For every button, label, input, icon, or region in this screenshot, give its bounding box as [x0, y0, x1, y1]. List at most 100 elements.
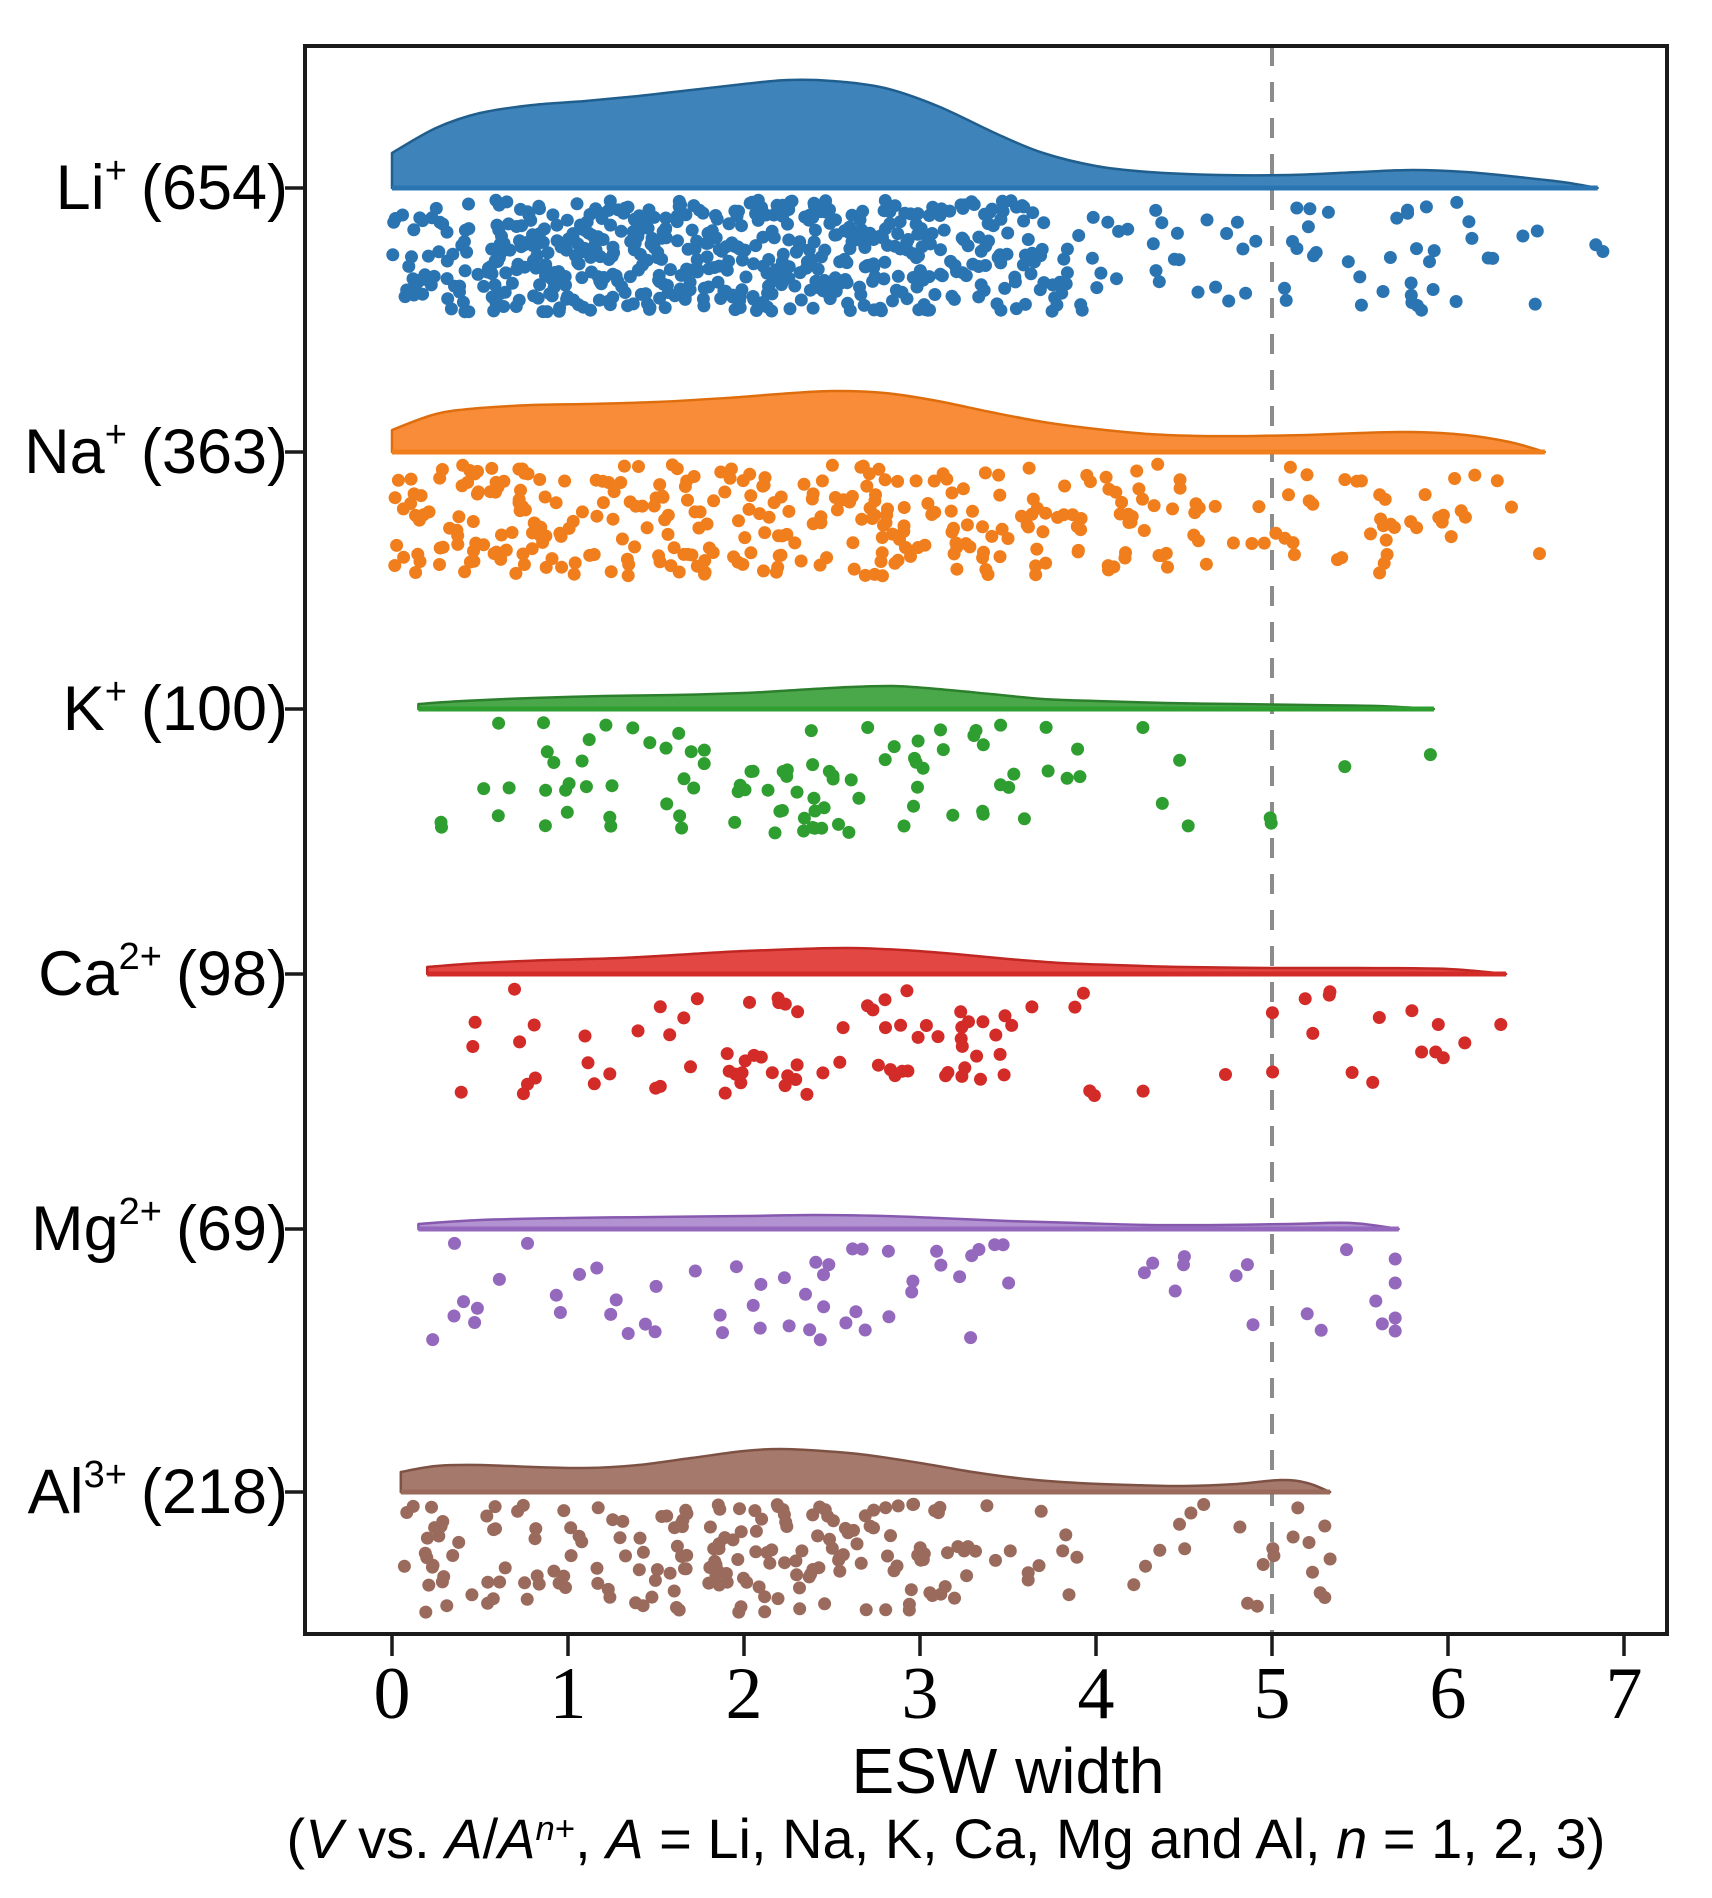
scatter-point	[409, 508, 422, 522]
scatter-point	[1252, 500, 1266, 514]
scatter-point	[895, 1064, 909, 1078]
ion-count: (654)	[140, 153, 288, 223]
scatter-point	[493, 1575, 507, 1589]
scatter-point	[960, 1569, 974, 1583]
scatter-point	[1058, 479, 1072, 493]
scatter-point	[911, 734, 925, 748]
scatter-point	[661, 508, 675, 522]
scatter-point	[994, 718, 1008, 732]
scatter-point	[529, 1522, 543, 1536]
scatter-point	[1153, 1543, 1167, 1557]
scatter-point	[702, 1576, 716, 1590]
scatter-point	[468, 1316, 482, 1329]
scatter-point	[782, 1319, 796, 1333]
scatter-point	[1222, 294, 1236, 308]
scatter-point	[1149, 203, 1163, 217]
scatter-point	[838, 1521, 852, 1535]
scatter-point	[972, 290, 986, 304]
scatter-point	[742, 502, 756, 516]
scatter-point	[547, 1564, 561, 1578]
scatter-point	[964, 1331, 978, 1345]
scatter-point	[1307, 249, 1320, 263]
scatter-point	[919, 303, 933, 317]
scatter-point	[1137, 1266, 1151, 1280]
scatter-point	[663, 1566, 677, 1580]
scatter-point	[1335, 551, 1349, 565]
scatter-point	[619, 1549, 632, 1563]
scatter-point	[928, 288, 942, 301]
scatter-point	[878, 473, 892, 487]
scatter-point	[770, 1498, 784, 1512]
scatter-point	[559, 1581, 572, 1594]
scatter-point	[1155, 216, 1169, 230]
scatter-point	[793, 1602, 807, 1616]
scatter-point	[832, 817, 845, 831]
scatter-point	[391, 473, 405, 487]
scatter-point	[822, 1258, 836, 1272]
scatter-point	[388, 491, 402, 505]
scatter-point	[1149, 264, 1163, 278]
scatter-point	[468, 1015, 482, 1029]
scatter-point	[591, 1501, 605, 1515]
scatter-point	[533, 473, 547, 486]
scatter-point	[941, 1546, 954, 1560]
scatter-point	[446, 1549, 460, 1562]
scatter-point	[1383, 251, 1397, 264]
scatter-point	[797, 811, 811, 825]
scatter-point	[732, 514, 745, 528]
scatter-point	[1090, 281, 1104, 295]
scatter-point	[678, 480, 692, 493]
scatter-point	[537, 716, 550, 730]
scatter-point	[1401, 203, 1414, 217]
scatter-point	[671, 234, 684, 248]
scatter-point	[518, 503, 532, 517]
scatter-point	[618, 201, 632, 215]
scatter-point	[881, 1549, 894, 1563]
scatter-point	[448, 1236, 461, 1250]
scatter-point	[491, 809, 505, 823]
scatter-point	[650, 1563, 664, 1577]
scatter-point	[626, 721, 640, 735]
scatter-point	[828, 491, 842, 504]
scatter-point	[925, 227, 939, 240]
scatter-point	[557, 1569, 571, 1583]
scatter-point	[683, 283, 697, 297]
scatter-point	[1286, 235, 1299, 248]
scatter-point	[419, 1605, 433, 1619]
scatter-point	[991, 251, 1005, 264]
scatter-point	[1240, 1258, 1254, 1272]
density-area-al	[399, 1447, 1332, 1494]
scatter-point	[690, 261, 704, 275]
scatter-point	[687, 470, 701, 483]
scatter-point	[818, 1597, 832, 1611]
scatter-point	[749, 1524, 763, 1538]
scatter-point	[653, 478, 667, 492]
scatter-point	[456, 458, 470, 472]
scatter-point	[1390, 211, 1404, 225]
scatter-point	[626, 297, 640, 311]
scatter-point	[505, 526, 519, 539]
scatter-point	[1033, 283, 1047, 297]
ion-count: (98)	[175, 939, 288, 1009]
scatter-point	[1233, 1520, 1247, 1534]
scatter-point	[1132, 482, 1146, 496]
scatter-point	[1024, 267, 1038, 281]
scatter-point	[1376, 285, 1390, 298]
scatter-point	[1026, 206, 1040, 220]
scatter-point	[1449, 295, 1463, 308]
scatter-point	[733, 242, 747, 256]
scatter-point	[782, 504, 796, 518]
scatter-point	[843, 242, 857, 256]
scatter-point	[1072, 229, 1086, 242]
scatter-point	[874, 304, 888, 318]
scatter-point	[1173, 753, 1187, 767]
ion-charge: 3+	[83, 1454, 127, 1496]
scatter-point	[934, 1587, 948, 1601]
x-tick-2: 2	[725, 1653, 763, 1735]
scatter-point	[897, 819, 911, 833]
scatter-point	[919, 1019, 933, 1032]
scatter-point	[527, 1018, 541, 1032]
scatter-point	[891, 227, 905, 241]
scatter-point	[587, 548, 601, 561]
scatter-point	[517, 558, 531, 571]
